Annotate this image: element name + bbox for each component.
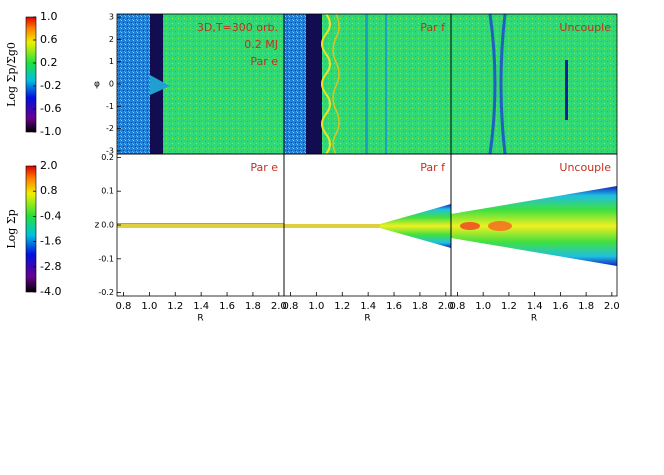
x-tick-label: 1.2 [167,301,183,312]
panel-annotation: Par f [420,161,446,174]
x-tick-label: 0.8 [449,301,465,312]
panel-annotation: Uncouple [559,21,611,34]
colorbar-tick-label: 0.2 [40,56,58,69]
x-tick-label: 1.4 [360,301,376,312]
x-tick-label: 1.6 [219,301,235,312]
x-tick-label: 1.2 [334,301,350,312]
y-tick-label: 0 [109,80,114,89]
heatmap-images [117,13,617,266]
colorbar-tick-label: -4.0 [40,285,61,298]
x-tick-label: 2.0 [438,301,454,312]
panel-annotation: Uncouple [559,161,611,174]
y-tick-label: 0.0 [101,221,114,230]
x-tick-label: 1.2 [501,301,517,312]
x-tick-label: 2.0 [271,301,287,312]
colorbar-tick-label: -0.6 [40,102,61,115]
x-tick-label: 0.8 [116,301,132,312]
colorbar-tick-label: -1.6 [40,235,61,248]
x-tick-label: 1.6 [386,301,402,312]
colorbar-tick-label: -1.0 [40,125,61,138]
y-tick-label: -0.1 [98,254,114,263]
y-tick-label: 1 [109,57,114,66]
colorbar-tick-label: -2.8 [40,260,61,273]
y-axis-label: φ [94,80,100,90]
y-tick-label: -0.2 [98,288,114,297]
panel-frame [450,153,618,297]
x-tick-label: 2.0 [604,301,620,312]
x-tick-label: 1.8 [412,301,428,312]
colorbar-tick-label: 2.0 [40,159,58,172]
x-axis-label: R [531,314,537,324]
x-tick-label: 1.4 [527,301,543,312]
y-axis-label: z [95,221,100,231]
x-tick-label: 1.6 [552,301,568,312]
colorbar-tick-label: -0.2 [40,79,61,92]
colorbar-label: Log Σp/Σg0 [5,42,18,107]
y-tick-label: 3 [109,13,114,22]
x-tick-label: 0.8 [283,301,299,312]
x-axis-label: R [197,314,203,324]
y-tick-label: 0.2 [101,153,114,162]
axes-layer: Log Σp/Σg0 1.0 0.6 0.2 -0.2 -0.6 -1.0 Log Σp 2.0… [5,10,620,324]
x-tick-label: 1.8 [245,301,261,312]
colorbar-tick-label: 0.6 [40,33,58,46]
colorbar-tick-label: 0.8 [40,184,58,197]
panel-annotation: 0.2 MJ [244,38,278,51]
panel-annotation: Par f [420,21,446,34]
y-tick-label: 0.1 [101,187,114,196]
y-tick-label: 2 [109,35,114,44]
panel-annotation: Par e [250,55,278,68]
x-tick-label: 1.8 [578,301,594,312]
y-tick-label: -3 [106,146,114,155]
colorbar [25,16,37,133]
panel-annotation: Par e [250,161,278,174]
y-tick-label: -1 [106,102,114,111]
colorbar [25,165,37,293]
y-tick-label: -2 [106,124,114,133]
colorbar-tick-label: 1.0 [40,10,58,23]
x-axis-label: R [364,314,370,324]
x-tick-label: 1.0 [308,301,324,312]
colorbar-tick-label: -0.4 [40,209,61,222]
panel-annotation: 3D,T=300 orb. [197,21,278,34]
colorbar-label: Log Σp [5,209,18,248]
x-tick-label: 1.4 [193,301,209,312]
x-tick-label: 1.0 [141,301,157,312]
x-tick-label: 1.0 [475,301,491,312]
